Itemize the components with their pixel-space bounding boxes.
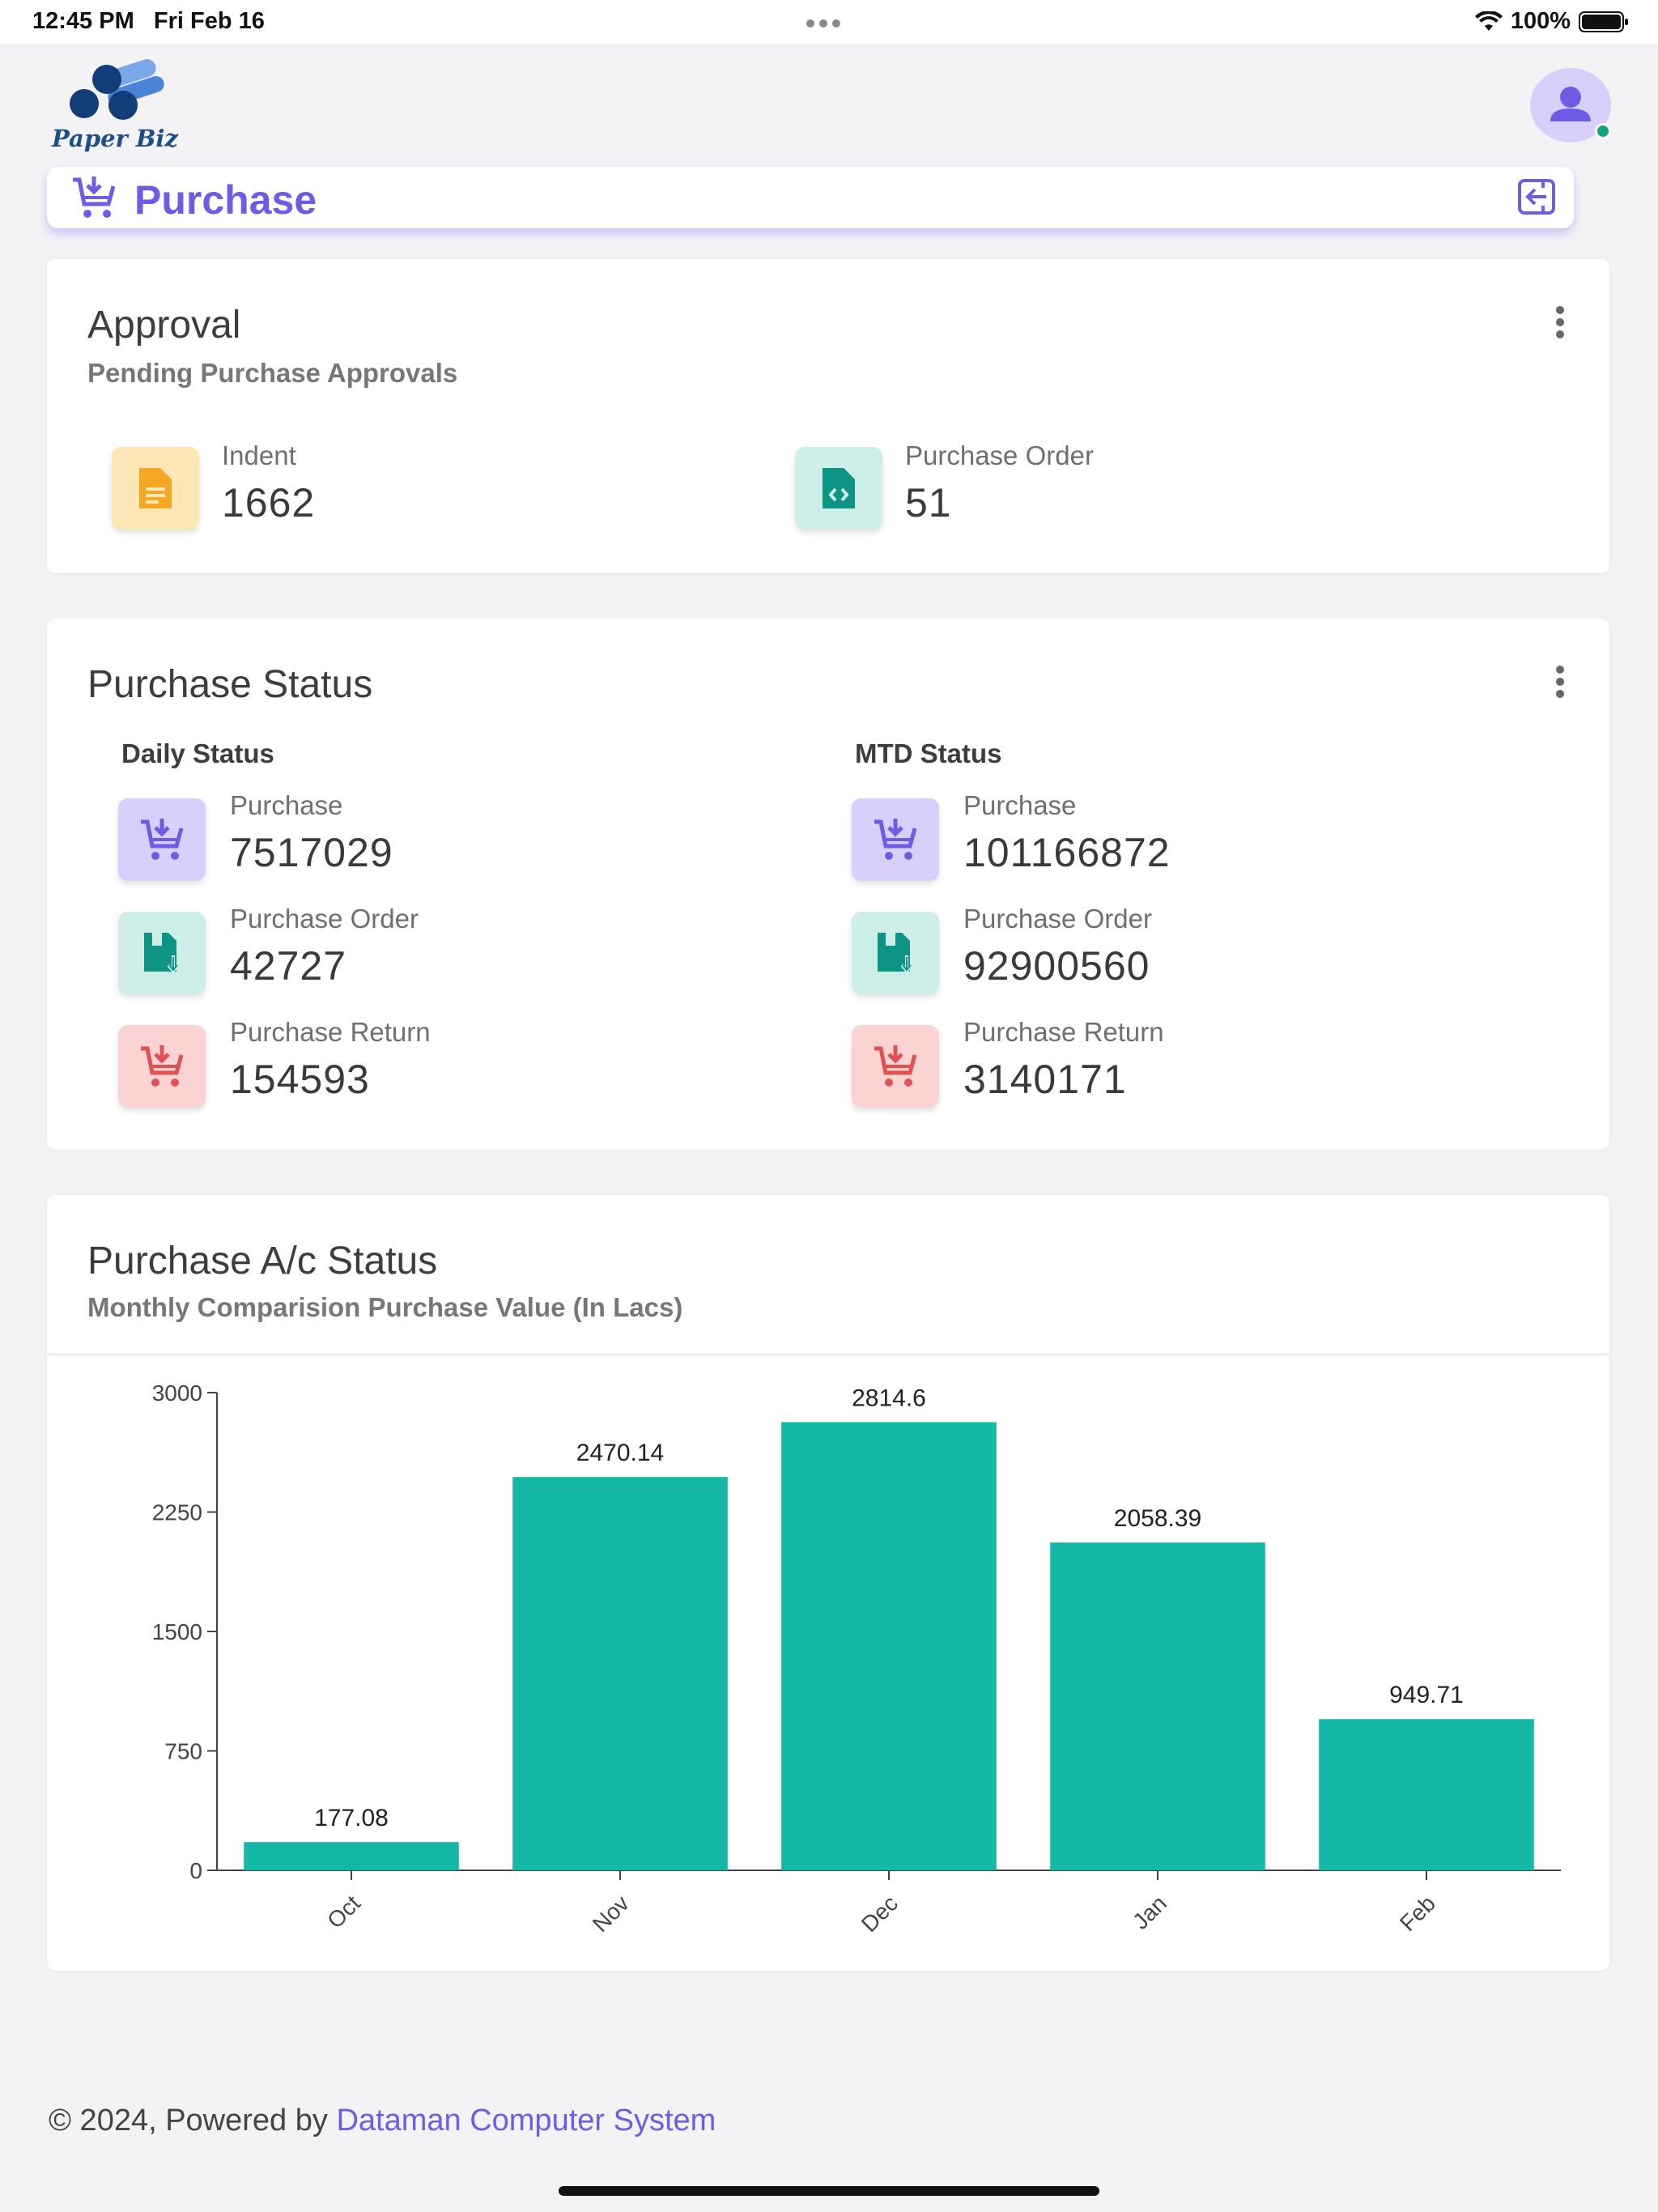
status-right: 100% [1474, 8, 1629, 35]
x-tick-label: Oct [322, 1891, 365, 1933]
mtd-purchase-return-icon [852, 1025, 939, 1108]
indent-value: 1662 [222, 480, 316, 525]
y-tick-label: 1500 [152, 1619, 202, 1644]
y-tick-label: 750 [164, 1739, 202, 1764]
y-tick-label: 2250 [152, 1500, 202, 1525]
wifi-icon [1474, 11, 1503, 31]
purchase-order-label: Purchase Order [905, 440, 1094, 470]
daily-purchase-order-label: Purchase Order [230, 904, 419, 934]
purchase-order-value: 51 [905, 480, 952, 525]
battery-percent: 100% [1510, 8, 1571, 34]
logo-icon [70, 59, 164, 120]
indent-label: Indent [222, 440, 296, 470]
daily-purchase-return-value: 154593 [230, 1057, 370, 1102]
mtd-purchase-return-value: 3140171 [963, 1057, 1127, 1102]
page-header: Purchase [47, 167, 1574, 228]
mtd-purchase-icon [852, 798, 939, 881]
mtd-purchase-order-label: Purchase Order [963, 904, 1152, 934]
bar-value-label: 949.71 [1389, 1682, 1464, 1708]
daily-purchase-return-label: Purchase Return [230, 1017, 431, 1047]
approval-more-icon[interactable] [1556, 306, 1564, 342]
daily-purchase-return-icon [118, 1025, 206, 1108]
bar [1319, 1719, 1534, 1870]
bar [781, 1422, 997, 1870]
daily-purchase-order-icon [118, 912, 206, 994]
purchase-status-title: Purchase Status [87, 663, 373, 706]
daily-purchase-order-value: 42727 [230, 943, 347, 989]
mtd-status-label: MTD Status [855, 738, 1002, 768]
exit-icon[interactable] [1517, 178, 1556, 215]
status-bar: 12:45 PM Fri Feb 16 100% [0, 0, 1658, 44]
bar [512, 1477, 728, 1870]
user-avatar[interactable] [1530, 68, 1611, 143]
home-indicator[interactable] [559, 2186, 1099, 2196]
bar-value-label: 2058.39 [1114, 1505, 1201, 1532]
footer-text: © 2024, Powered by [49, 2104, 328, 2138]
mtd-purchase-label: Purchase [963, 790, 1077, 820]
bar-value-label: 2470.14 [576, 1440, 664, 1466]
x-tick-label: Dec [857, 1891, 903, 1937]
mtd-purchase-order-icon [852, 912, 939, 994]
user-icon [1550, 87, 1591, 121]
approval-card: Approval Pending Purchase Approvals Inde… [47, 259, 1609, 573]
x-tick-label: Nov [588, 1891, 634, 1937]
mtd-purchase-return-label: Purchase Return [963, 1017, 1164, 1047]
bar-value-label: 2814.6 [852, 1385, 926, 1411]
daily-purchase-label: Purchase [230, 790, 343, 820]
approval-subtitle: Pending Purchase Approvals [87, 358, 458, 388]
online-status-dot [1595, 123, 1611, 139]
multitasking-dots-icon[interactable] [806, 17, 845, 32]
app-logo: Paper Biz [50, 58, 180, 154]
mtd-purchase-order-value: 92900560 [963, 943, 1150, 989]
indent-icon [112, 447, 199, 530]
daily-purchase-icon [118, 798, 206, 881]
purchase-order-code-icon [795, 447, 882, 530]
account-status-card: Purchase A/c Status Monthly Comparision … [47, 1195, 1609, 1971]
x-tick-label: Feb [1395, 1891, 1440, 1936]
y-tick-label: 3000 [152, 1380, 202, 1406]
footer-link[interactable]: Dataman Computer System [336, 2104, 716, 2138]
page-title: Purchase [134, 177, 317, 223]
mtd-purchase-value: 101166872 [963, 830, 1171, 875]
bar [244, 1842, 459, 1870]
footer: © 2024, Powered by Dataman Computer Syst… [49, 2104, 716, 2138]
approval-title: Approval [87, 304, 241, 347]
bar [1050, 1542, 1265, 1870]
account-status-title: Purchase A/c Status [87, 1240, 438, 1283]
purchase-status-more-icon[interactable] [1556, 666, 1564, 702]
logo-text: Paper Biz [52, 125, 178, 152]
daily-status-label: Daily Status [121, 738, 274, 768]
bar-value-label: 177.08 [314, 1805, 389, 1831]
status-time: 12:45 PM Fri Feb 16 [32, 8, 265, 34]
account-status-subtitle: Monthly Comparision Purchase Value (In L… [87, 1292, 683, 1322]
y-tick-label: 0 [189, 1858, 202, 1883]
purchase-status-card: Purchase Status Daily Status MTD Status … [47, 619, 1609, 1150]
card-divider [47, 1354, 1609, 1355]
battery-icon [1579, 11, 1628, 32]
x-tick-label: Jan [1128, 1891, 1171, 1934]
daily-purchase-value: 7517029 [230, 830, 393, 875]
cart-icon [73, 177, 116, 218]
purchase-bar-chart: 0 750 1500 2250 3000 177.08 Oct 2470.14 Nov 2814.… [152, 1380, 1561, 1937]
